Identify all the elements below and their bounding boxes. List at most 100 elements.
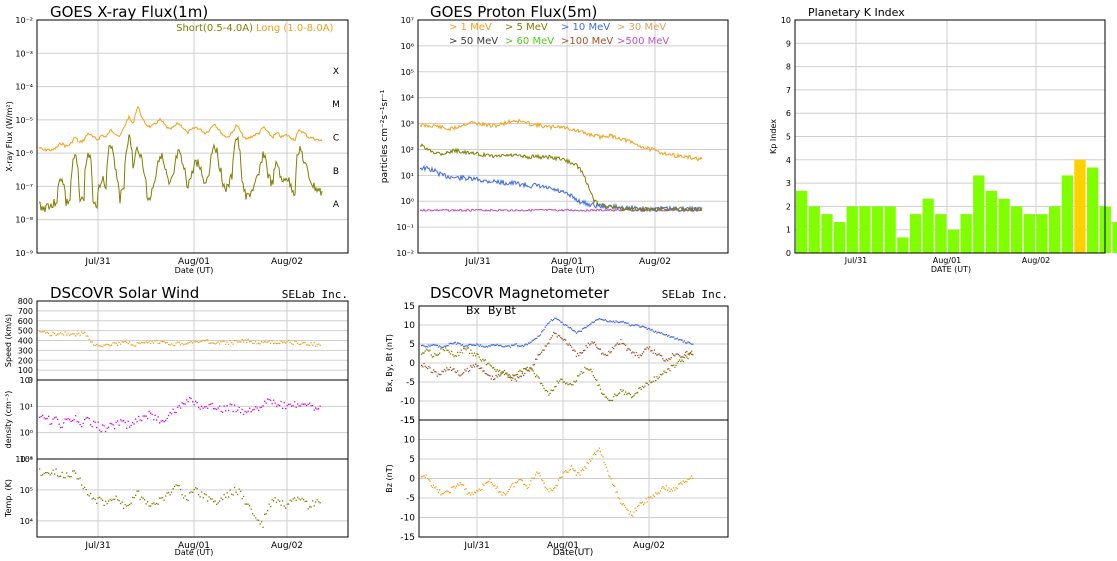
data-point	[261, 521, 263, 523]
data-point	[459, 482, 461, 484]
series-line-proton	[419, 118, 703, 162]
magnetometer-brand: SELab Inc.	[662, 288, 728, 301]
data-point	[90, 341, 92, 343]
data-point	[94, 498, 96, 501]
data-point	[679, 359, 681, 361]
data-point	[228, 496, 230, 498]
data-point	[204, 340, 206, 342]
data-point	[607, 320, 609, 323]
data-point	[453, 485, 455, 487]
data-point	[156, 502, 158, 504]
data-point	[691, 353, 693, 355]
data-point	[446, 345, 448, 347]
data-point	[144, 342, 146, 344]
data-point	[111, 423, 113, 425]
data-point	[531, 368, 533, 370]
data-point	[39, 416, 41, 419]
data-point	[506, 345, 508, 348]
data-point	[228, 343, 230, 346]
data-point	[638, 325, 640, 327]
data-point	[562, 472, 564, 474]
data-point	[228, 409, 230, 412]
data-point	[150, 412, 152, 414]
data-point	[601, 454, 603, 456]
data-point	[440, 494, 442, 496]
data-point	[449, 353, 452, 355]
data-point	[476, 489, 478, 492]
data-point	[274, 497, 276, 499]
data-point	[112, 498, 114, 500]
data-point	[422, 352, 424, 354]
data-point	[232, 343, 234, 345]
kp-bar	[1074, 159, 1086, 253]
data-point	[514, 482, 516, 484]
data-point	[105, 344, 107, 346]
data-point	[644, 502, 646, 504]
data-point	[599, 450, 602, 453]
data-point	[64, 477, 66, 479]
data-point	[312, 500, 314, 502]
data-point	[686, 356, 688, 358]
data-point	[54, 332, 56, 335]
data-point	[631, 396, 633, 399]
data-point	[451, 342, 453, 345]
data-point	[148, 341, 150, 343]
data-point	[198, 406, 200, 409]
data-point	[604, 396, 606, 398]
data-point	[497, 491, 500, 493]
data-point	[599, 318, 602, 320]
data-point	[535, 376, 537, 378]
data-point	[628, 392, 630, 394]
data-point	[169, 494, 171, 496]
data-point	[285, 407, 287, 410]
data-point	[63, 476, 65, 479]
data-point	[153, 342, 155, 344]
data-point	[692, 343, 694, 345]
data-point	[608, 475, 610, 477]
data-point	[465, 349, 467, 351]
data-point	[117, 344, 119, 346]
y-tick-label: 10⁻²	[15, 16, 33, 25]
data-point	[132, 344, 134, 346]
data-point	[581, 328, 584, 330]
data-point	[430, 354, 432, 356]
data-point	[229, 403, 231, 405]
data-point	[604, 464, 606, 466]
data-point	[508, 345, 510, 347]
data-point	[523, 345, 525, 347]
data-point	[593, 341, 596, 343]
data-point	[565, 383, 567, 385]
data-point	[280, 340, 282, 342]
data-point	[595, 344, 597, 346]
data-point	[525, 343, 527, 345]
data-point	[464, 347, 466, 350]
data-point	[234, 340, 236, 342]
data-point	[512, 377, 514, 379]
kp-bar	[909, 214, 922, 253]
flare-class-label: X	[333, 67, 339, 77]
data-point	[605, 396, 608, 398]
data-point	[96, 343, 98, 346]
y-tick-label: 300	[18, 346, 33, 355]
data-point	[147, 418, 149, 420]
data-point	[617, 497, 620, 499]
data-point	[265, 341, 267, 343]
data-point	[283, 505, 285, 507]
data-point	[58, 423, 60, 425]
data-point	[571, 465, 573, 467]
data-point	[584, 466, 586, 468]
data-point	[637, 354, 639, 357]
data-point	[497, 344, 500, 347]
data-point	[526, 366, 528, 368]
data-point	[151, 413, 153, 416]
data-point	[646, 328, 648, 330]
data-point	[210, 342, 212, 344]
data-point	[465, 345, 467, 347]
data-point	[643, 503, 645, 506]
data-point	[478, 488, 480, 490]
data-point	[246, 342, 248, 344]
kp-bar	[935, 214, 947, 253]
data-point	[214, 500, 216, 502]
data-point	[258, 342, 260, 344]
data-point	[634, 507, 636, 509]
